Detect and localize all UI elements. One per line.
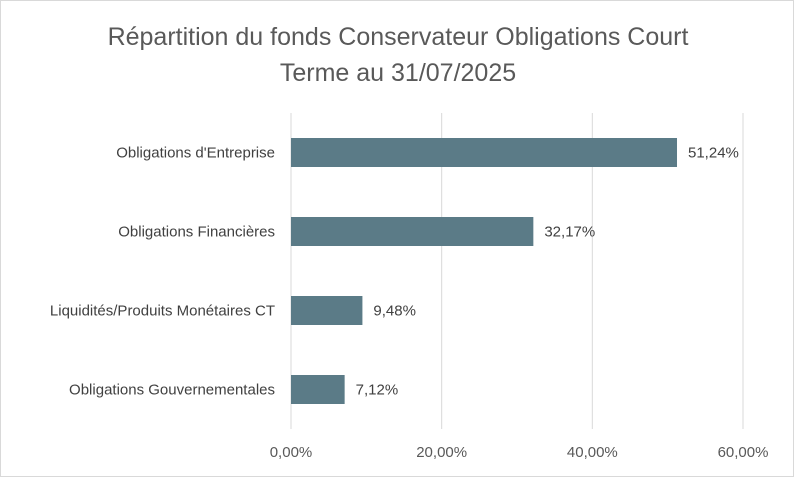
value-label: 7,12% (356, 382, 399, 399)
value-label: 9,48% (373, 303, 416, 320)
x-tick-labels: 0,00% 20,00% 40,00% 60,00% (270, 444, 769, 461)
chart-title-line-1: Répartition du fonds Conservateur Obliga… (107, 23, 689, 51)
bar (291, 296, 363, 325)
category-label: Liquidités/Produits Monétaires CT (50, 303, 275, 320)
bar (291, 375, 345, 404)
value-labels: 51,24% 32,17% 9,48% 7,12% (356, 145, 739, 399)
chart-title: Répartition du fonds Conservateur Obliga… (1, 19, 794, 91)
category-label: Obligations d'Entreprise (116, 145, 275, 162)
x-tick-label: 20,00% (416, 444, 467, 461)
category-label: Obligations Financières (118, 224, 275, 241)
x-tick-label: 0,00% (270, 444, 313, 461)
value-label: 32,17% (544, 224, 595, 241)
chart-title-line-2: Terme au 31/07/2025 (279, 59, 517, 87)
value-label: 51,24% (688, 145, 739, 162)
category-label: Obligations Gouvernementales (69, 382, 275, 399)
x-tick-label: 40,00% (567, 444, 618, 461)
x-tick-label: 60,00% (718, 444, 769, 461)
category-labels: Obligations d'Entreprise Obligations Fina… (50, 145, 275, 399)
bars (291, 138, 678, 404)
bar (291, 217, 534, 246)
bar (291, 138, 678, 167)
